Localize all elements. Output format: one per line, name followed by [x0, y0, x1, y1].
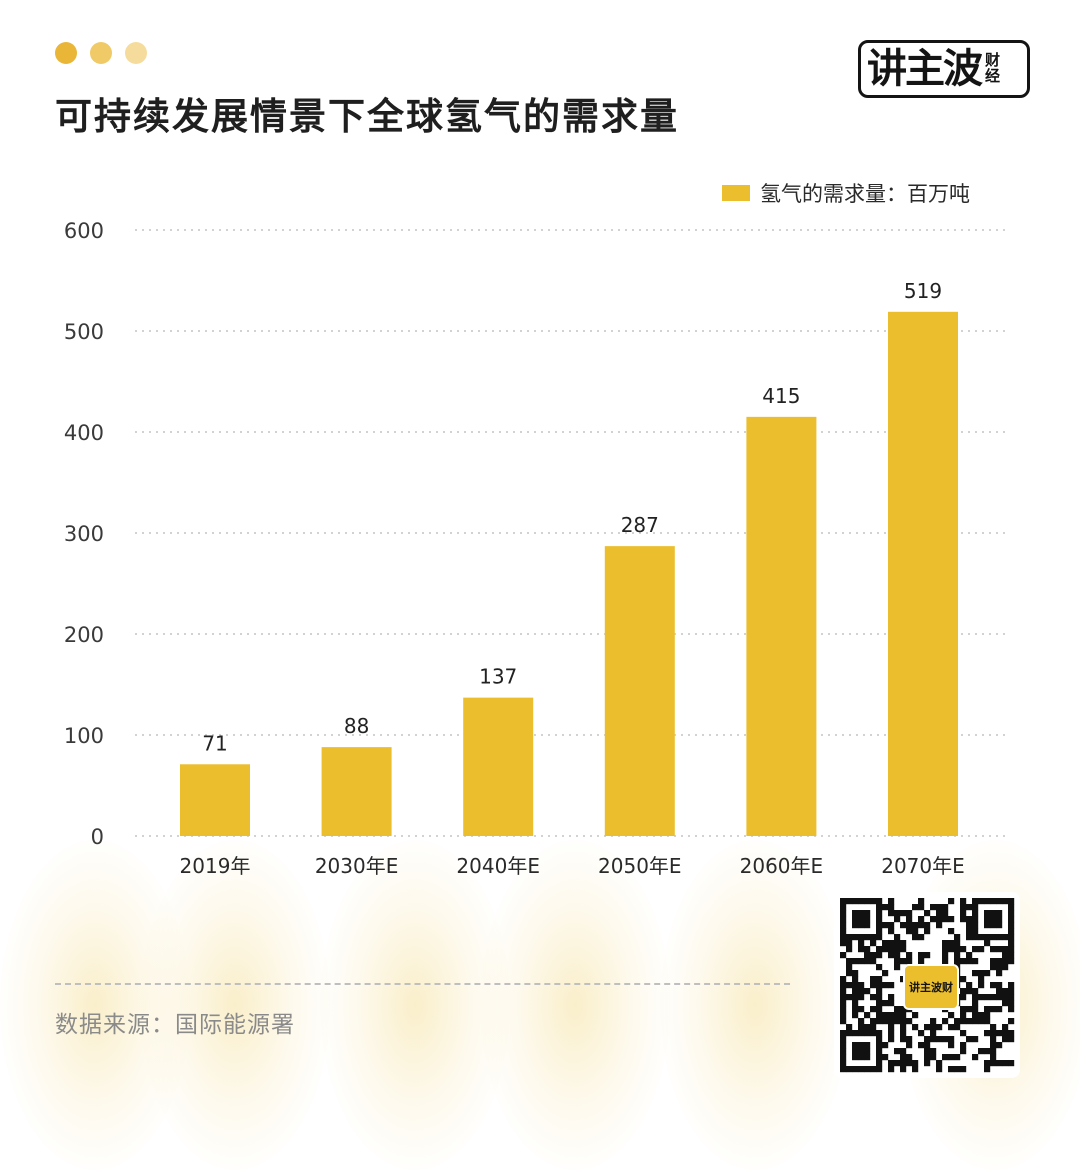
chart-legend: 氢气的需求量：百万吨: [722, 178, 970, 208]
y-tick-label: 300: [64, 522, 104, 546]
background-glow: [480, 840, 670, 1170]
bar: [888, 311, 958, 836]
logo-main-text: 讲主波: [867, 46, 983, 92]
brand-logo: 讲主波 财经: [858, 40, 1030, 98]
data-label: 137: [479, 665, 517, 689]
bar: [604, 546, 675, 836]
decor-dot-3: [125, 42, 147, 64]
data-label: 88: [344, 714, 369, 738]
y-tick-label: 200: [64, 623, 104, 647]
background-glow: [140, 840, 330, 1170]
data-label: 71: [202, 731, 227, 755]
x-tick-label: 2070年E: [881, 854, 965, 878]
bar: [180, 764, 250, 836]
legend-swatch: [722, 185, 750, 201]
bar-chart: 0 100 200 300 400 500 600 71 2019年 88 2030年E 137 204…: [64, 219, 1005, 878]
page-title: 可持续发展情景下全球氢气的需求量: [55, 95, 679, 138]
data-label: 287: [621, 513, 659, 537]
x-tick-label: 2019年: [180, 854, 251, 878]
y-tick-label: 100: [64, 724, 104, 748]
legend-label: 氢气的需求量：百万吨: [760, 182, 970, 206]
bar: [321, 747, 392, 836]
bar: [463, 697, 534, 836]
data-source: 数据来源：国际能源署: [55, 1012, 295, 1038]
data-label: 415: [762, 384, 800, 408]
bar: [746, 416, 817, 836]
decor-dot-1: [55, 42, 77, 64]
x-tick-label: 2030年E: [315, 854, 399, 878]
x-tick-label: 2040年E: [456, 854, 540, 878]
decor-dot-2: [90, 42, 112, 64]
logo-sub-text: 财经: [985, 51, 1001, 85]
x-tick-label: 2050年E: [598, 854, 682, 878]
background-glow: [660, 840, 850, 1170]
qr-logo-badge: 讲主波财: [903, 964, 959, 1010]
y-tick-label: 400: [64, 421, 104, 445]
background-glow: [320, 840, 510, 1170]
footer-divider: [55, 983, 790, 985]
data-label: 519: [904, 279, 942, 303]
y-tick-label: 600: [64, 219, 104, 243]
x-tick-label: 2060年E: [740, 854, 824, 878]
y-tick-label: 0: [91, 825, 104, 849]
y-tick-label: 500: [64, 320, 104, 344]
